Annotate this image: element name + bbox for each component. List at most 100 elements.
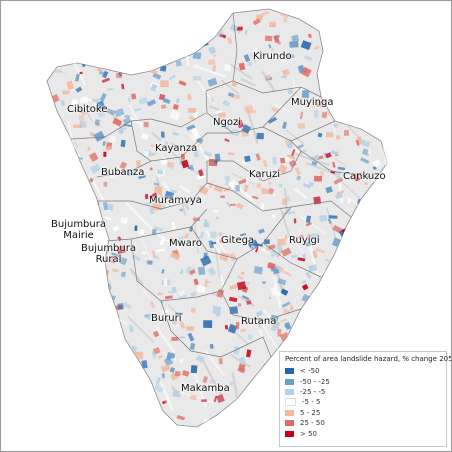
terrain-shade: [99, 43, 111, 61]
province-label-rutana: Rutana: [241, 316, 277, 327]
hazard-patch: [84, 315, 91, 322]
hazard-patch: [197, 266, 206, 276]
hazard-patch: [233, 402, 239, 409]
hazard-patch: [330, 15, 341, 22]
hazard-patch: [84, 62, 94, 65]
hazard-patch: [316, 100, 324, 107]
hazard-patch: [382, 204, 387, 213]
hazard-patch: [212, 210, 219, 213]
hazard-patch: [150, 83, 158, 92]
hazard-patch: [79, 71, 83, 75]
hazard-patch: [198, 231, 205, 240]
hazard-patch: [146, 313, 153, 320]
hazard-patch: [241, 319, 246, 326]
hazard-patch: [313, 175, 323, 182]
hazard-patch: [179, 358, 184, 364]
hazard-patch: [159, 65, 167, 72]
hazard-patch: [143, 29, 152, 36]
hazard-patch: [305, 215, 312, 223]
hazard-patch: [100, 324, 104, 330]
hazard-patch: [99, 92, 107, 102]
hazard-patch: [207, 267, 216, 276]
hazard-patch: [80, 97, 89, 103]
terrain-shade: [94, 32, 114, 51]
hazard-patch: [112, 117, 123, 127]
hazard-patch: [268, 21, 276, 28]
province-label-makamba: Makamba: [181, 383, 230, 394]
legend-item: < -50: [285, 366, 441, 376]
hazard-patch: [156, 169, 164, 175]
terrain-shade: [66, 335, 75, 370]
hazard-patch: [342, 84, 351, 92]
hazard-patch: [269, 403, 276, 407]
hazard-patch: [246, 300, 252, 305]
hazard-patch: [188, 107, 197, 113]
hazard-patch: [383, 43, 387, 52]
hazard-patch: [272, 156, 277, 165]
hazard-patch: [220, 420, 228, 425]
hazard-patch: [47, 316, 57, 327]
hazard-patch: [324, 21, 334, 28]
hazard-patch: [261, 188, 269, 195]
hazard-patch: [334, 104, 342, 111]
hazard-patch: [190, 9, 200, 14]
terrain-shade: [47, 28, 48, 60]
hazard-patch: [219, 239, 224, 244]
hazard-patch: [219, 358, 223, 365]
hazard-patch: [229, 23, 239, 33]
hazard-patch: [214, 153, 221, 162]
hazard-patch: [335, 341, 339, 345]
hazard-patch: [282, 121, 288, 129]
hazard-patch: [302, 182, 311, 189]
hazard-patch: [103, 151, 107, 157]
terrain-shade: [297, 226, 311, 254]
terrain-shade: [111, 24, 122, 37]
hazard-patch: [305, 271, 312, 279]
hazard-patch: [171, 221, 176, 230]
hazard-patch: [175, 98, 180, 104]
hazard-patch: [310, 317, 320, 324]
hazard-patch: [81, 109, 89, 116]
terrain-shade: [170, 142, 192, 151]
terrain-shade: [324, 258, 355, 275]
hazard-patch: [268, 44, 272, 49]
hazard-patch: [347, 66, 352, 70]
legend-label: 25 - 50: [300, 419, 325, 428]
hazard-patch: [171, 318, 177, 324]
hazard-patch: [320, 331, 323, 335]
hazard-patch: [178, 320, 186, 329]
hazard-patch: [61, 146, 66, 150]
hazard-patch: [93, 130, 106, 142]
hazard-patch: [134, 225, 138, 232]
terrain-shade: [108, 20, 119, 48]
hazard-patch: [357, 83, 363, 89]
hazard-patch: [190, 365, 198, 374]
hazard-patch: [227, 37, 233, 45]
hazard-patch: [332, 161, 336, 168]
hazard-patch: [349, 35, 360, 44]
hazard-patch: [360, 98, 367, 105]
hazard-patch: [193, 151, 200, 158]
hazard-patch: [161, 309, 169, 314]
hazard-patch: [272, 321, 280, 329]
hazard-patch: [281, 301, 291, 308]
hazard-patch: [98, 353, 109, 364]
hazard-patch: [109, 366, 116, 374]
hazard-patch: [76, 378, 83, 385]
hazard-patch: [286, 195, 291, 203]
hazard-patch: [112, 268, 119, 273]
hazard-patch: [144, 150, 149, 156]
hazard-patch: [190, 307, 196, 313]
hazard-patch: [325, 186, 333, 194]
hazard-patch: [379, 202, 387, 212]
hazard-patch: [216, 288, 225, 299]
terrain-shade: [262, 398, 268, 410]
hazard-patch: [141, 47, 151, 55]
hazard-patch: [145, 9, 154, 15]
hazard-patch: [94, 340, 100, 348]
terrain-shade: [109, 23, 125, 44]
hazard-patch: [118, 339, 126, 344]
hazard-patch: [89, 177, 94, 183]
hazard-patch: [131, 254, 141, 262]
hazard-patch: [189, 394, 198, 401]
